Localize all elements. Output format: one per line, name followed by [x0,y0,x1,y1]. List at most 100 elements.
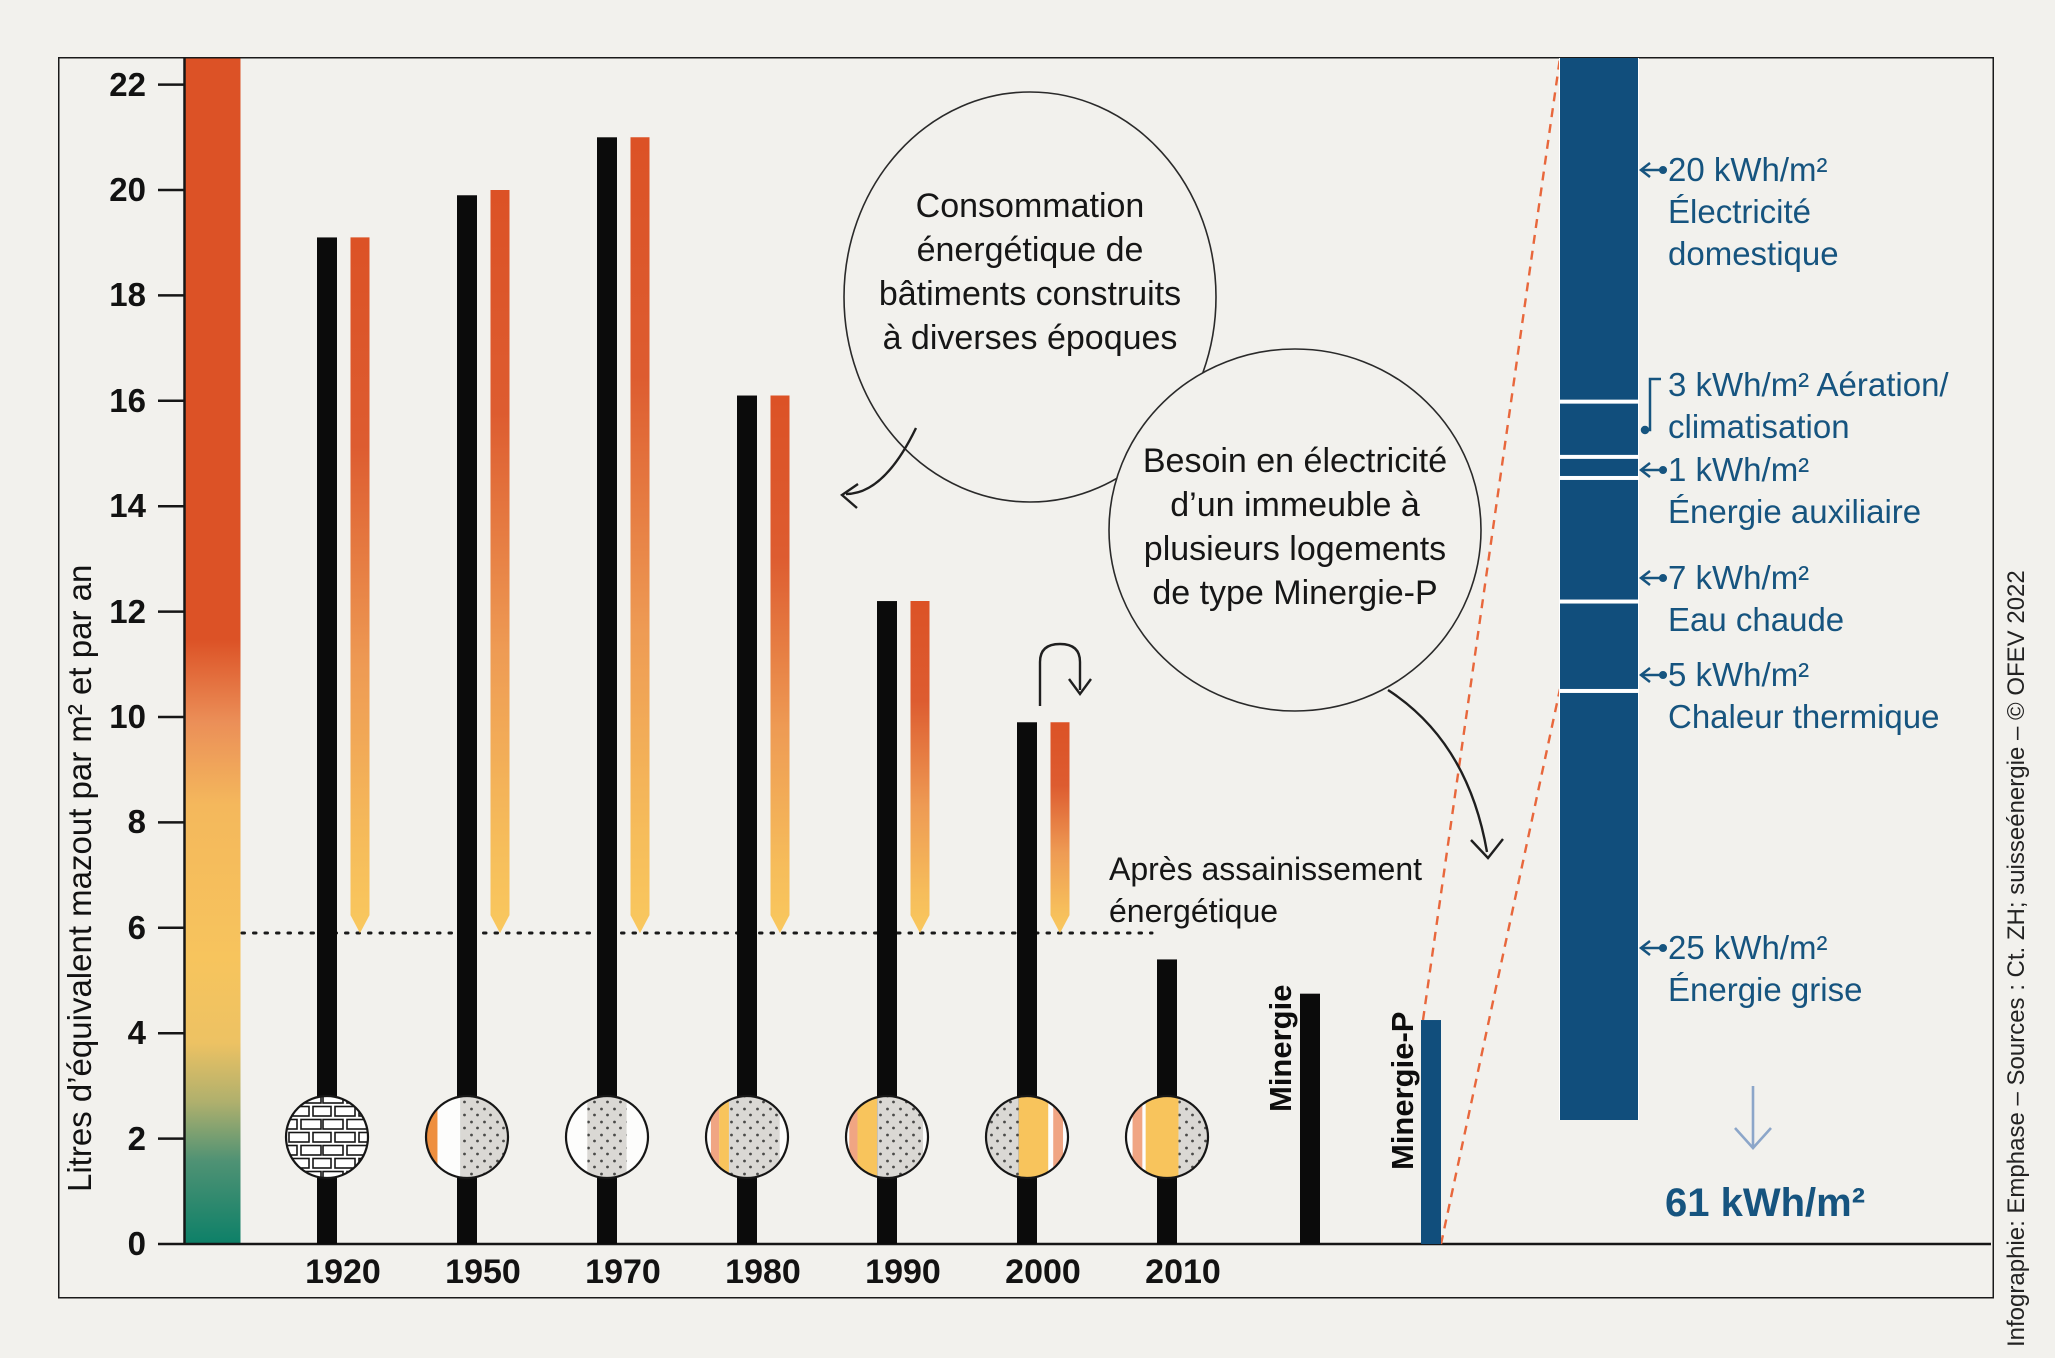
total-kwh-label: 61 kWh/m² [1664,1181,1866,1225]
kwh-segment-2 [1560,458,1638,476]
renovation-arrow-1980 [770,395,790,934]
y-tick-label: 6 [127,908,146,946]
bubble1-arrowhead [840,483,859,509]
wall-circle-outline [844,1094,930,1180]
bar-1990 [877,601,897,1244]
bar-Minergie-P [1421,1020,1441,1244]
wall-circle-outline [984,1094,1070,1180]
minergie-label: Minergie [1263,984,1298,1112]
credit-text: Infographie: Emphase – Sources : Ct. ZH;… [2003,570,2030,1347]
y-tick-label: 8 [127,803,146,841]
connector-7kwh [1638,570,1668,586]
speech-bubbles [843,91,1482,712]
wall-circle-outline [1124,1094,1210,1180]
bubble-consumption [843,91,1217,503]
kwh-segment-4 [1560,603,1638,689]
y-tick-label: 18 [109,276,146,314]
kwh-segment-3 [1560,479,1638,600]
y-tick-label: 16 [109,381,146,419]
segment-value: 7 kWh/m² [1668,559,1810,596]
x-category-label: 1920 [305,1253,381,1291]
bubble2-text: Besoin en électricité d’un immeuble à pl… [1085,439,1505,615]
kwh-segment-5 [1560,692,1638,1120]
bubble1-text: Consommation énergétique de bâtiments co… [820,184,1240,360]
segment-value: 20 kWh/m² [1668,151,1828,188]
segment-line: domestique [1668,235,1839,272]
wall-circle-outline [424,1094,510,1180]
bar-Minergie [1300,993,1320,1244]
wall-section-1980 [706,1096,788,1178]
y-tick-label: 0 [127,1225,146,1262]
x-category-label: 1980 [725,1253,801,1291]
x-category-label: 1970 [585,1253,661,1291]
annotation-arrows [840,427,1504,860]
bubble2-line1: Besoin en électricité [1142,442,1448,480]
wall-circle-outline [284,1094,370,1180]
y-tick-label: 14 [109,487,146,525]
total-down-arrow [1734,1086,1772,1150]
segment-label-electricite-domestique: 20 kWh/m² Électricité domestique [1668,149,2013,275]
x-category-label: 2000 [1005,1253,1081,1291]
segment-line: Énergie auxiliaire [1668,493,1922,530]
bubble2-arrow [1387,688,1489,853]
connector-5kwh [1638,667,1668,683]
kwh-label-connectors [1638,162,1668,956]
connector-1kwh [1638,462,1668,478]
segment-value: 3 kWh/m² Aération/ [1668,366,1949,403]
renovation-arrow-1950 [490,190,510,934]
chart-frame [58,57,1994,1299]
y-axis-title: Litres d’équivalent mazout par m² et par… [61,564,98,1192]
bubble2-line2: d’un immeuble à [1170,486,1420,524]
bar-1920 [317,237,337,1244]
bubble1-line3: bâtiments construits [878,275,1182,313]
y-tick-label: 4 [127,1014,146,1052]
segment-value: 5 kWh/m² [1668,656,1810,693]
minergie-p-label: Minergie-P [1385,1011,1420,1170]
bar-1950 [457,195,477,1244]
connector-20kwh [1638,162,1668,178]
renovation-arrow-1920 [350,237,370,934]
drop-hook-arrow [1038,642,1082,706]
bubble2-line4: de type Minergie-P [1152,574,1438,612]
bubble1-line1: Consommation [915,187,1145,225]
bar-1970 [597,137,617,1244]
connector-25kwh [1638,940,1668,956]
segment-line: Électricité [1668,193,1812,230]
segment-label-chaleur-thermique: 5 kWh/m² Chaleur thermique [1668,654,2013,738]
bubble1-line2: énergétique de [916,231,1144,269]
drop-hook-arrowhead [1068,678,1092,697]
wall-circle-outline [704,1094,790,1180]
renovation-arrow-1990 [910,601,930,934]
bubble-minergie-p [1108,348,1482,712]
wall-section-1970 [566,1096,648,1178]
bar-1980 [737,395,757,1244]
wall-section-1990 [846,1096,928,1178]
x-category-label: 1950 [445,1253,521,1291]
connector-3kwh [1640,377,1661,435]
renovation-arrow-2000 [1050,722,1070,934]
y-tick-label: 20 [109,171,146,208]
after-renovation-line1: Après assainissement [1109,851,1423,887]
bubble2-arrowhead [1470,838,1504,860]
y-tick-label: 2 [127,1119,146,1157]
segment-line: Eau chaude [1668,601,1845,638]
segment-label-energie-grise: 25 kWh/m² Énergie grise [1668,927,2013,1011]
colour-scale-bar [185,58,241,1244]
bubble1-arrow [845,427,918,496]
segment-line: Chaleur thermique [1668,698,1940,735]
wall-section-1920 [286,1096,368,1178]
kwh-segment-0 [1560,58,1638,400]
kwh-segment-1 [1560,403,1638,455]
wall-circle-outline [564,1094,650,1180]
segment-value: 1 kWh/m² [1668,451,1810,488]
x-category-label: 1990 [865,1253,941,1291]
y-tick-label: 12 [109,592,146,630]
renovation-arrow-1970 [630,137,650,934]
zoom-dashed-lines [1421,57,1562,1245]
segment-line: climatisation [1668,408,1850,445]
wall-section-2000 [986,1096,1068,1178]
segment-line: Énergie grise [1668,971,1863,1008]
segment-label-aeration-climatisation: 3 kWh/m² Aération/ climatisation [1668,364,2013,448]
